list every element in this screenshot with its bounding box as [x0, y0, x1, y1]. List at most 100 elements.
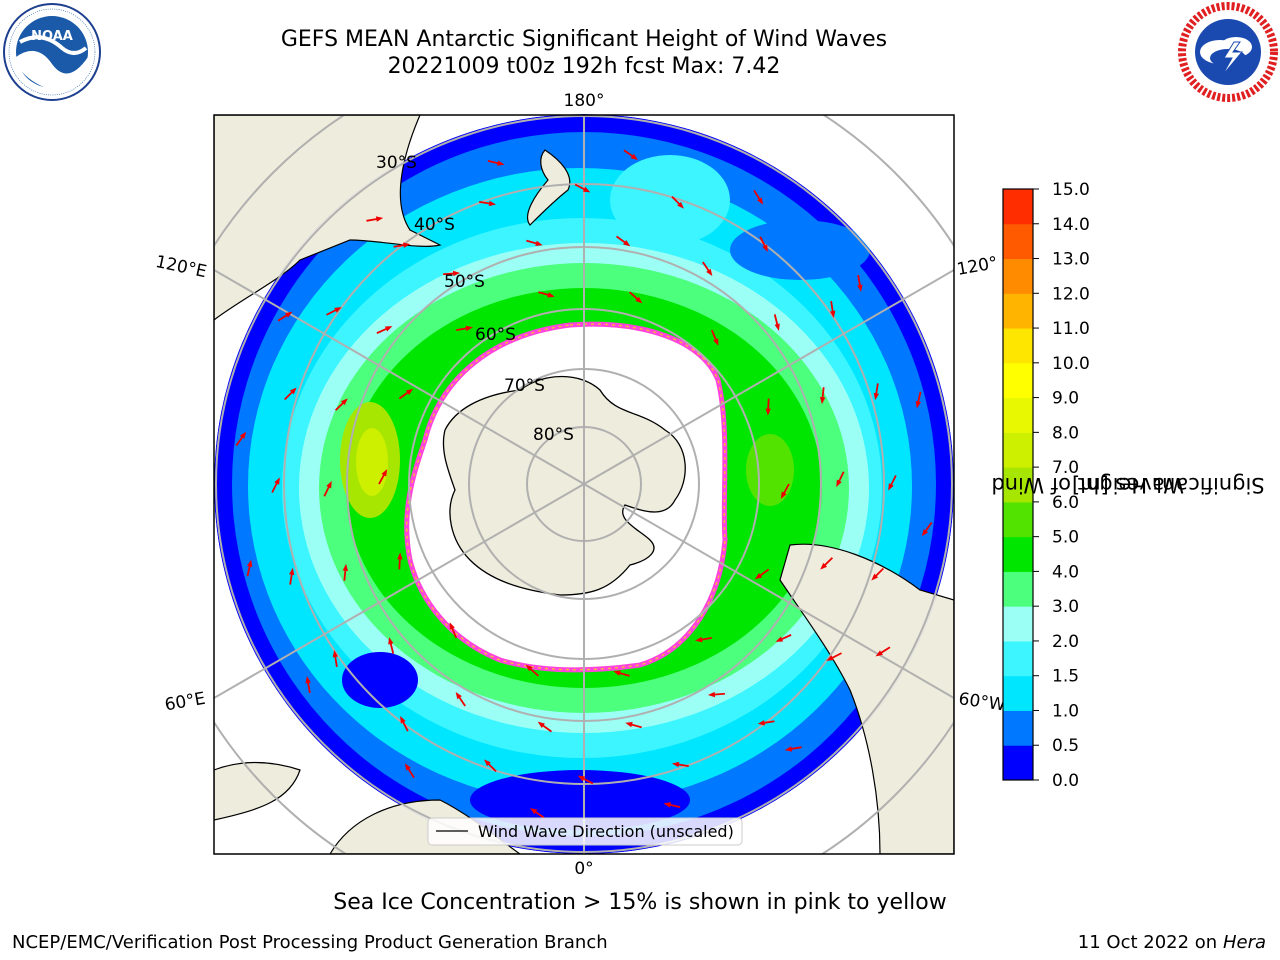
noaa-logo-icon: NOAA [3, 3, 101, 101]
wind-wave-arrowhead [465, 325, 473, 332]
lat-label-70: 70°S [504, 376, 545, 396]
wind-wave-arrowhead [577, 775, 586, 782]
africa-land-west [214, 761, 301, 821]
colorbar-tick-label: 14.0 [1052, 215, 1090, 235]
wind-wave-arrowhead [525, 664, 533, 672]
colorbar-tick-label: 4.0 [1052, 562, 1079, 582]
wind-wave-arrowhead [857, 284, 863, 292]
colorbar: 0.0 0.5 1.0 1.5 2.0 3.0 4.0 5.0 6.0 7.0 8.0 9.0 10.0… [1002, 180, 1090, 791]
wind-wave-arrowhead [671, 761, 680, 768]
wind-wave-arrowhead [497, 160, 505, 166]
max-wave-core [356, 428, 388, 496]
colorbar-segment [1003, 536, 1033, 572]
colorbar-tick-label: 0.0 [1052, 771, 1079, 791]
wind-wave-arrowhead [921, 529, 929, 537]
lon-label-60W: 60°W [957, 689, 1006, 715]
colorbar-tick-label: 10.0 [1052, 354, 1090, 374]
lon-label-60E: 60°E [163, 689, 207, 716]
colorbar-segment [1003, 501, 1033, 538]
wind-wave-arrowhead [403, 242, 411, 248]
wind-wave-arrowhead [289, 387, 297, 395]
colorbar-tick-label: 0.5 [1052, 736, 1079, 756]
wind-wave-arrowhead [774, 323, 780, 331]
colorbar-segment [1003, 710, 1033, 746]
wind-wave-arrowhead [820, 562, 828, 570]
graticule [214, 115, 954, 854]
calm-patch-pacific-east [730, 220, 870, 280]
wind-wave-arrowhead [695, 636, 703, 643]
wind-wave-arrowhead [285, 311, 293, 318]
wind-wave-arrowhead [707, 691, 716, 698]
wind-wave-arrowhead [677, 201, 684, 209]
colorbar-segment [1003, 223, 1033, 260]
colorbar-segment [1003, 640, 1033, 677]
wind-wave-arrowhead [888, 483, 894, 491]
wind-wave-arrowhead [404, 763, 411, 771]
wind-wave-arrowhead [775, 636, 784, 642]
wind-wave-arrowhead [875, 650, 883, 657]
wind-wave-arrowhead [342, 563, 349, 572]
wind-wave-arrowhead [530, 807, 538, 815]
colorbar-tick-label: 9.0 [1052, 389, 1079, 409]
wind-wave-arrowhead [537, 721, 545, 728]
wind-wave-arrowhead [340, 398, 348, 406]
wind-wave-arrowhead [826, 655, 834, 661]
calm-patch-south-atlantic [470, 770, 690, 830]
noaa-logo-text: NOAA [31, 29, 73, 44]
wind-wave-arrowhead [613, 670, 621, 676]
wind-wave-arrowhead [381, 469, 388, 477]
lat-label-80: 80°S [533, 425, 574, 445]
wind-wave-arrowhead [757, 197, 764, 205]
colorbar-tick-label: 8.0 [1052, 423, 1079, 443]
wind-wave-arrowhead [663, 802, 671, 808]
wind-wave-arrowhead [405, 388, 414, 395]
colorbar-title-line-2: Waves [m] [1071, 473, 1185, 497]
wind-wave-arrowhead [765, 408, 771, 416]
sea-ice-caption: Sea Ice Concentration > 15% is shown in … [333, 890, 947, 915]
wind-wave-arrowhead [535, 240, 543, 246]
colorbar-tick-label: 12.0 [1052, 284, 1090, 304]
wind-wave-arrowhead [757, 720, 765, 726]
meridian-60E-120W [214, 269, 954, 699]
wind-wave-arrowhead [455, 691, 462, 700]
wind-wave-arrowhead [239, 431, 247, 439]
lat-label-50: 50°S [444, 272, 485, 292]
wind-wave-arrowhead [836, 479, 842, 488]
national-weather-service-logo-icon [1178, 2, 1278, 102]
colorbar-segment [1003, 397, 1033, 433]
wind-wave-arrows [235, 149, 933, 819]
wind-wave-arrowhead [635, 296, 643, 304]
wind-wave-arrowhead [247, 559, 253, 568]
lon-label-120E: 120°E [154, 252, 209, 282]
lon-label-0: 0° [574, 859, 593, 879]
lat-label-30: 30°S [376, 153, 417, 173]
wind-wave-arrowhead [449, 622, 455, 630]
secondary-wave-area [746, 434, 794, 506]
wind-wave-arrowhead [274, 477, 280, 485]
new-zealand-land [527, 149, 571, 226]
colorbar-segment [1003, 293, 1033, 329]
calm-patch-pacific [610, 155, 730, 245]
footer-credit: NCEP/EMC/Verification Post Processing Pr… [12, 932, 608, 953]
wind-wave-arrowhead [289, 567, 295, 576]
colorbar-tick-label: 6.0 [1052, 493, 1079, 513]
footer-host: Hera [1222, 932, 1266, 953]
lat-label-60: 60°S [475, 325, 516, 345]
sea-ice-edge-yellow [405, 323, 726, 671]
wind-wave-arrowhead [397, 552, 403, 560]
wind-wave-arrowhead [334, 307, 342, 313]
wind-wave-arrowhead [582, 186, 591, 193]
map-legend: Wind Wave Direction (unscaled) [427, 817, 743, 846]
colorbar-frame [1002, 188, 1034, 781]
wind-wave-arrowhead [784, 746, 793, 752]
footer-date-text: 11 Oct 2022 on [1077, 932, 1223, 953]
colorbar-segment [1003, 467, 1033, 503]
wind-wave-arrowhead [400, 716, 406, 724]
wind-wave-arrowhead [484, 759, 491, 767]
calm-patch-indian [342, 652, 418, 708]
lat-label-40: 40°S [414, 215, 455, 235]
colorbar-tick-label: 1.0 [1052, 701, 1079, 721]
colorbar-segment [1003, 745, 1033, 781]
wind-wave-arrowhead [819, 396, 826, 405]
